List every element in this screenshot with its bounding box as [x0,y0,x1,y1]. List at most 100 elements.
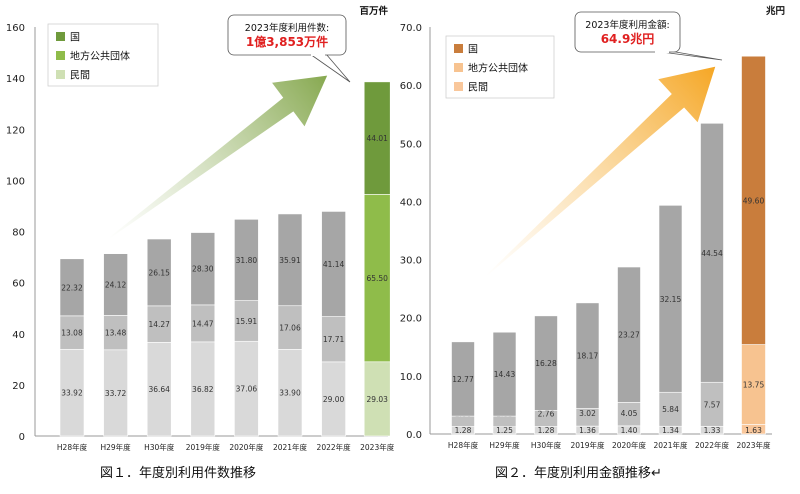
bar-segment [321,361,346,437]
data-label: 17.06 [279,324,301,333]
data-label: 32.15 [660,295,682,304]
bar-segment [59,348,85,437]
caption-figure-1: 図１．年度別利用件数推移 [100,466,257,481]
legend-label: 国 [468,44,478,56]
bar-segment [234,219,259,301]
caption-figure-2: 図２．年度別利用金額推移↵ [495,466,662,481]
unit-label: 兆円 [766,5,785,17]
data-label: 41.14 [323,260,345,269]
y-tick-label: 60 [12,279,25,290]
bar-segment [103,315,128,351]
legend-swatch [454,63,463,72]
legend-box [445,35,555,99]
legend-label: 地方公共団体 [468,62,528,75]
bar-segment [146,305,172,343]
bar-segment [277,305,303,350]
data-label: 65.50 [366,274,388,283]
data-label: 24.12 [105,281,127,290]
bar-segment [234,340,259,437]
y-tick-label: 40 [12,330,25,341]
y-tick-label: 0 [19,432,25,443]
legend-label: 民間 [468,82,488,94]
bar-segment [190,232,216,306]
bar-segment [617,266,641,403]
data-label: 22.32 [61,283,83,292]
legend-swatch [454,82,463,91]
y-tick-label: 100 [6,176,25,187]
data-label: 37.06 [236,385,258,394]
unit-label: 百万件 [359,5,388,17]
x-tick-label: 2019年度 [186,442,221,452]
data-label: 1.34 [662,426,679,435]
data-label: 13.48 [105,329,127,338]
data-label: 1.28 [455,426,472,435]
bar-segment [146,342,172,437]
bar-segment [103,349,128,437]
bar-segment [321,211,346,317]
x-tick-label: H29年度 [101,442,132,452]
bar-segment [234,300,259,342]
chart-usage-amount: 0.010.020.030.040.050.060.070.0兆円1.281.8… [400,5,785,450]
bar-segment [103,253,128,316]
bar-segment [363,361,391,437]
y-tick-label: 10.0 [400,372,422,383]
callout-join [311,53,325,56]
data-label: 1.40 [621,426,638,435]
data-label: 29.00 [323,395,345,404]
y-tick-label: 120 [6,125,25,136]
data-label: 7.57 [704,400,721,409]
bar-segment [190,304,216,343]
bar-segment [492,331,517,417]
data-label: 36.82 [192,385,214,394]
y-tick-label: 40.0 [400,197,422,208]
callout-line2: 64.9兆円 [601,31,655,46]
bar-segment [700,122,724,383]
bar-segment [534,315,558,411]
bar-segment [363,81,391,195]
data-label: 16.28 [535,359,557,368]
x-tick-label: 2020年度 [229,442,264,452]
trend-arrow [484,65,717,278]
legend-label: 国 [70,32,80,44]
data-label: 3.02 [579,409,596,418]
data-label: 23.27 [618,331,640,340]
data-label: 44.01 [366,134,388,143]
data-label: 35.91 [279,256,301,265]
y-tick-label: 0.0 [406,430,422,441]
x-tick-label: H30年度 [144,442,175,452]
x-tick-label: 2022年度 [317,442,352,452]
x-tick-label: 2021年度 [273,442,308,452]
data-label: 26.15 [148,268,170,277]
callout-box [574,11,681,53]
data-label: 17.71 [323,335,345,344]
x-tick-label: 2023年度 [360,442,395,452]
callout-line1: 2023年度利用件数: [245,22,329,34]
data-label: 14.43 [494,370,516,379]
legend-swatch [454,44,463,53]
bar-segment [146,238,172,307]
data-label: 1.36 [579,426,596,435]
y-tick-label: 20 [12,381,25,392]
data-label: 5.84 [662,405,679,414]
x-tick-label: 2019年度 [570,440,605,450]
callout-line2: 1億3,853万件 [246,34,328,49]
trend-arrow [106,74,329,241]
data-label: 33.72 [105,389,127,398]
bar-segment [741,55,766,345]
data-label: 2.76 [538,410,555,419]
bar-segment [277,349,303,437]
y-tick-label: 80 [12,228,25,239]
data-label: 1.28 [538,426,555,435]
bar-segment [451,341,475,417]
legend-swatch [56,51,65,60]
legend-box [47,23,159,87]
legend-swatch [56,70,65,79]
data-label: 33.92 [61,389,83,398]
y-tick-label: 160 [6,23,25,34]
data-label: 13.08 [61,329,83,338]
bar-segment [741,344,766,425]
callout-box [227,14,347,56]
y-tick-label: 70.0 [400,23,422,34]
x-tick-label: 2021年度 [653,440,688,450]
data-label: 44.54 [701,249,723,258]
